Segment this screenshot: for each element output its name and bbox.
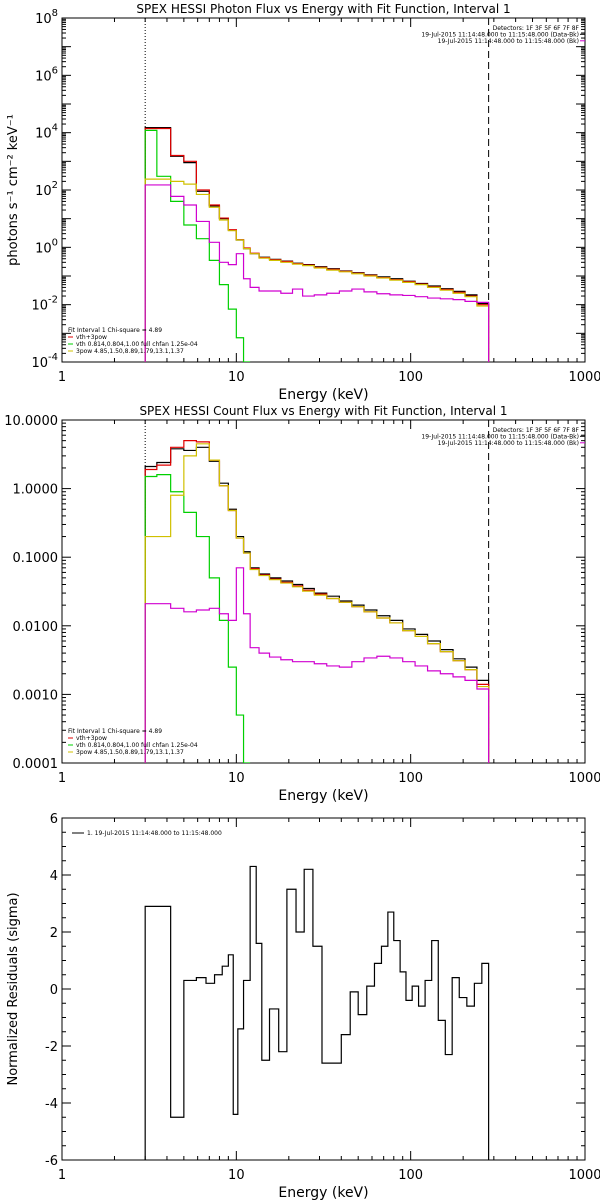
- y-tick-label: 10-2: [31, 295, 58, 314]
- y-tick-label: 10.0000: [4, 414, 58, 429]
- x-axis-label: Energy (keV): [278, 1185, 368, 1200]
- y-tick-label: 1.0000: [13, 483, 59, 498]
- x-tick-label: 100: [398, 370, 423, 385]
- legend-entry: 3pow 4.85,1.50,8.89,1.79,13.1,1.37: [76, 749, 184, 756]
- y-tick-exponent: 4: [52, 123, 58, 134]
- x-tick-label: 1: [58, 370, 66, 385]
- x-tick-label: 1000: [568, 1168, 600, 1183]
- x-axis-label: Energy (keV): [278, 788, 368, 804]
- x-axis-label: Energy (keV): [278, 387, 368, 403]
- y-tick-label: 106: [35, 65, 58, 84]
- x-tick-label: 100: [398, 771, 423, 786]
- legend-entry: vth 0.814,0.804,1.00 full chfan 1.25e-04: [76, 341, 198, 348]
- x-tick-label: 1000: [568, 771, 600, 786]
- y-tick-label: 0: [50, 983, 58, 998]
- y-tick-label: -6: [45, 1154, 58, 1169]
- x-tick-label: 10: [228, 1168, 245, 1183]
- y-tick-label: 0.0100: [13, 620, 59, 635]
- y-tick-exponent: 2: [52, 180, 58, 191]
- header-line: 19-Jul-2015 11:14:48.000 to 11:15:48.000…: [438, 38, 579, 45]
- y-tick-label: -2: [45, 1040, 58, 1055]
- y-tick-label: 104: [35, 123, 58, 142]
- plot-frame: [61, 817, 586, 1161]
- legend-entry: Fit Interval 1 Chi-square = 4.89: [68, 327, 162, 334]
- header-line: 19-Jul-2015 11:14:48.000 to 11:15:48.000…: [421, 32, 579, 39]
- chart-panel-1: 1 10 100 1000 10-4 10-2 100 102 104 106 108 SPEX HE…: [6, 2, 600, 403]
- series-line-1-19-jul-2015-11-14-48-000-to-11-15-48-000: [144, 865, 490, 1160]
- header-line: Detectors: 1F 3F 5F 6F 7F 8F: [493, 427, 580, 434]
- y-tick-label: 108: [35, 8, 58, 27]
- header-line: 19-Jul-2015 11:14:48.000 to 11:15:48.000…: [438, 440, 579, 447]
- legend-entry: vth 0.814,0.804,1.00 full chfan 1.25e-04: [76, 742, 198, 749]
- series-line-vth: [144, 474, 251, 763]
- y-tick-exponent: 8: [52, 8, 58, 19]
- y-tick-exponent: 6: [52, 65, 58, 76]
- x-tick-label: 10: [228, 771, 245, 786]
- y-tick-exponent: -4: [48, 352, 58, 363]
- series-line-vth-3pow: [144, 127, 490, 362]
- chart-title: SPEX HESSI Photon Flux vs Energy with Fi…: [136, 2, 510, 16]
- y-tick-label: 102: [35, 180, 58, 199]
- legend-entry: 1. 19-Jul-2015 11:14:48.000 to 11:15:48.…: [87, 830, 222, 837]
- y-axis-label: photons s⁻¹ cm⁻² keV⁻¹: [6, 114, 21, 266]
- y-tick-label: 0.0001: [13, 757, 59, 772]
- y-tick-label: 2: [50, 926, 58, 941]
- y-tick-label: 4: [50, 869, 58, 884]
- legend-entry: 3pow 4.85,1.50,8.89,1.79,13.1,1.37: [76, 348, 184, 355]
- x-tick-label: 100: [398, 1168, 423, 1183]
- x-tick-label: 1000: [568, 370, 600, 385]
- y-tick-label: 6: [50, 812, 58, 827]
- y-tick-label: 0.0010: [13, 688, 59, 703]
- series-line-data-bk: [144, 446, 490, 763]
- chart-title: SPEX HESSI Count Flux vs Energy with Fit…: [139, 404, 507, 418]
- series-line-3pow: [144, 443, 490, 763]
- header-line: 19-Jul-2015 11:14:48.000 to 11:15:48.000…: [421, 434, 579, 441]
- y-tick-label: 10-4: [31, 352, 58, 371]
- series-line-vth-3pow: [144, 440, 490, 763]
- plot-frame: [61, 419, 586, 764]
- series-group: [144, 127, 490, 362]
- legend-entry: vth+3pow: [76, 334, 107, 341]
- header-line: Detectors: 1F 3F 5F 6F 7F 8F: [493, 25, 580, 32]
- y-axis-label: Normalized Residuals (sigma): [6, 892, 21, 1085]
- series-line-bk: [144, 184, 490, 362]
- x-tick-label: 1: [58, 1168, 66, 1183]
- series-group: [144, 440, 490, 763]
- y-tick-exponent: 0: [52, 237, 58, 248]
- y-tick-label: -4: [45, 1097, 58, 1112]
- legend-entry: Fit Interval 1 Chi-square = 4.89: [68, 728, 162, 735]
- y-tick-label: 0.1000: [13, 551, 59, 566]
- plot-frame: [61, 17, 586, 363]
- y-tick-label: 100: [35, 237, 58, 256]
- chart-panel-2: 1 10 100 1000 0.0001 0.0010 0.0100 0.1000 1.0000…: [4, 404, 600, 804]
- chart-panel-3: 1 10 100 1000 -6 -4 -2 0 2 4 6 Energy (keV) Normaliz…: [6, 812, 600, 1201]
- y-tick-exponent: -2: [48, 295, 58, 306]
- x-tick-label: 10: [228, 370, 245, 385]
- series-line-3pow: [144, 178, 490, 362]
- x-tick-label: 1: [58, 771, 66, 786]
- series-line-bk: [144, 567, 490, 763]
- series-group: [144, 865, 490, 1160]
- legend-entry: vth+3pow: [76, 735, 107, 742]
